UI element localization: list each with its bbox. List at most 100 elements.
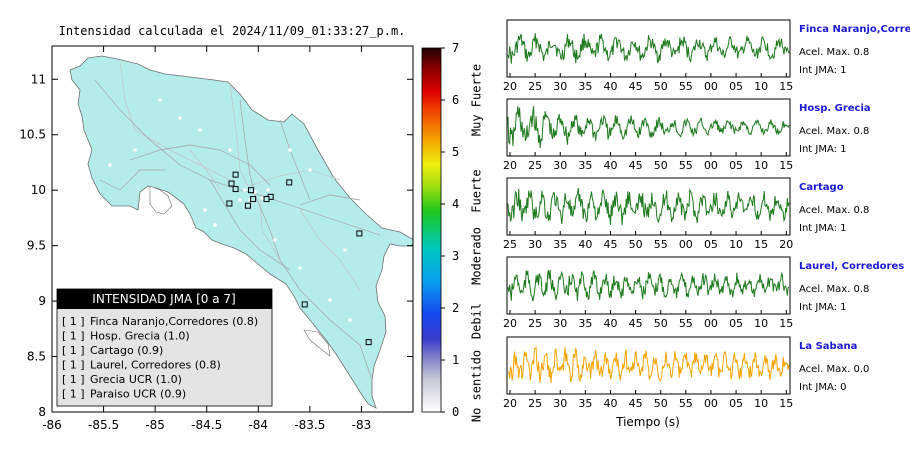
seismogram-tick-label: 00 bbox=[679, 238, 693, 251]
map-y-tick-label: 10.5 bbox=[19, 128, 46, 142]
colorbar-tick-label: 0 bbox=[452, 405, 459, 419]
seismogram-tick-label: 25 bbox=[528, 397, 542, 410]
seismogram-tick-label: 05 bbox=[729, 159, 743, 172]
seismogram-tick-label: 35 bbox=[578, 397, 592, 410]
legend-item-level: [ 1 ] bbox=[62, 373, 85, 386]
station-peak-accel: Acel. Max. 0.0 bbox=[799, 364, 869, 375]
seismogram-tick-label: 10 bbox=[754, 397, 768, 410]
nicoya-peninsula bbox=[149, 185, 331, 357]
station-marker bbox=[244, 202, 251, 209]
station-marker bbox=[248, 187, 255, 194]
station-markers bbox=[226, 171, 372, 346]
seismogram-tick-label: 30 bbox=[553, 159, 567, 172]
seismogram-tick-label: 10 bbox=[754, 159, 768, 172]
seismogram-tick-label: 05 bbox=[729, 80, 743, 93]
legend-items: [ 1 ] Finca Naranjo,Corredores (0.8) [ 1 ]… bbox=[62, 315, 258, 401]
seismogram-tick-label: 10 bbox=[754, 80, 768, 93]
colorbar-class-label: Debil bbox=[470, 303, 484, 339]
map-y-tick-label: 8 bbox=[38, 405, 46, 419]
seismogram-trace bbox=[507, 269, 790, 302]
station-jma-intensity: Int JMA: 1 bbox=[799, 65, 847, 76]
seismogram-tick-label: 25 bbox=[528, 159, 542, 172]
seismogram-tick-label: 35 bbox=[578, 80, 592, 93]
seismogram-tick-label: 20 bbox=[503, 80, 517, 93]
intensity-colorbar: 0 1 2 3 4 5 6 7 No sentido Debil Moderado Fuerte Mu… bbox=[421, 41, 484, 422]
map-y-axis: 11 10.5 10 9.5 9 8.5 8 bbox=[19, 72, 413, 419]
colorbar-tick-label: 1 bbox=[452, 353, 459, 367]
map-y-tick-label: 9 bbox=[38, 294, 46, 308]
seismogram-tick-label: 45 bbox=[629, 317, 643, 330]
provincial-borders bbox=[119, 61, 361, 291]
colorbar-ticks: 0 1 2 3 4 5 6 7 bbox=[441, 41, 459, 419]
station-jma-intensity: Int JMA: 0 bbox=[799, 382, 847, 393]
seismogram-tick-label: 35 bbox=[553, 238, 567, 251]
station-name: Finca Naranjo,Corredor bbox=[799, 24, 910, 35]
seismogram-panel: 20 25 30 35 40 45 50 55 00 05 10 15 La Sabana Acel. M… bbox=[503, 336, 869, 410]
seismogram-panel: 20 25 30 35 40 45 50 55 00 05 10 15 Finca Naranjo,Co… bbox=[503, 19, 910, 93]
seismogram-tick-label: 05 bbox=[729, 317, 743, 330]
seismogram-tick-label: 45 bbox=[629, 159, 643, 172]
colorbar-class-label: Fuerte bbox=[470, 169, 484, 212]
seismogram-tick-label: 15 bbox=[779, 317, 793, 330]
colorbar-class-label: Moderado bbox=[470, 227, 484, 285]
seismogram-tick-label: 20 bbox=[503, 397, 517, 410]
seismogram-tick-label: 15 bbox=[779, 159, 793, 172]
map-y-tick-label: 8.5 bbox=[27, 350, 46, 364]
seismogram-tick-label: 20 bbox=[503, 317, 517, 330]
map-x-tick-label: -85 bbox=[145, 418, 165, 432]
station-name: La Sabana bbox=[799, 341, 857, 352]
map-x-tick-label: -83 bbox=[352, 418, 372, 432]
legend-header bbox=[57, 289, 272, 309]
station-name: Cartago bbox=[799, 182, 844, 193]
station-peak-accel: Acel. Max. 0.8 bbox=[799, 47, 869, 58]
colorbar-tick-label: 4 bbox=[452, 197, 459, 211]
station-peak-accel: Acel. Max. 0.8 bbox=[799, 205, 869, 216]
seismogram-tick-label: 00 bbox=[704, 80, 718, 93]
seismogram-tick-label: 55 bbox=[679, 397, 693, 410]
seismogram-tick-label: 05 bbox=[729, 397, 743, 410]
seismogram-tick-label: 15 bbox=[754, 238, 768, 251]
seismogram-tick-label: 40 bbox=[603, 80, 617, 93]
seismogram-panel: 20 25 30 35 40 45 50 55 00 05 10 15 Hosp. Grecia Acel… bbox=[503, 98, 871, 172]
map-frame bbox=[51, 45, 414, 413]
seismogram-tick-label: 55 bbox=[679, 317, 693, 330]
legend-item-level: [ 1 ] bbox=[62, 330, 85, 343]
station-marker bbox=[232, 171, 239, 178]
seismogram-tick-label: 55 bbox=[679, 80, 693, 93]
station-marker bbox=[356, 230, 363, 237]
seismogram-tick-label: 50 bbox=[654, 159, 668, 172]
seismogram-tick-label: 35 bbox=[578, 317, 592, 330]
seismogram-tick-label: 00 bbox=[704, 397, 718, 410]
seismogram-tick-label: 30 bbox=[553, 80, 567, 93]
seismogram-tick-label: 10 bbox=[729, 238, 743, 251]
colorbar-tick-label: 2 bbox=[452, 301, 459, 315]
seismogram-panels: 20 25 30 35 40 45 50 55 00 05 10 15 Finca Naranjo,Co… bbox=[503, 19, 910, 410]
seismogram-xlabel: Tiempo (s) bbox=[615, 415, 680, 429]
legend-item-level: [ 1 ] bbox=[62, 344, 85, 357]
colorbar-tick-label: 6 bbox=[452, 93, 459, 107]
seismogram-tick-label: 30 bbox=[528, 238, 542, 251]
seismogram-panel: 25 30 35 40 45 50 55 00 05 10 15 20 Cartago Acel. Max… bbox=[503, 177, 869, 251]
station-marker bbox=[228, 180, 235, 187]
seismogram-tick-label: 15 bbox=[779, 80, 793, 93]
station-marker bbox=[250, 196, 257, 203]
seismogram-tick-label: 40 bbox=[603, 397, 617, 410]
seismogram-trace bbox=[507, 106, 790, 149]
station-name: Laurel, Corredores bbox=[799, 261, 904, 272]
seismogram-tick-label: 25 bbox=[528, 80, 542, 93]
colorbar-scale bbox=[421, 47, 442, 413]
seismogram-trace bbox=[507, 346, 790, 384]
seismogram-trace bbox=[507, 187, 790, 226]
seismogram-trace bbox=[507, 33, 790, 64]
intensity-legend: INTENSIDAD JMA [0 a 7] [ 1 ] Finca Naranj… bbox=[56, 288, 273, 407]
legend-item-label: Laurel, Corredores (0.8) bbox=[90, 359, 221, 372]
map-x-tick-label: -85.5 bbox=[88, 418, 119, 432]
station-name: Hosp. Grecia bbox=[799, 103, 871, 114]
seismogram-tick-label: 55 bbox=[679, 159, 693, 172]
colorbar-tick-label: 5 bbox=[452, 145, 459, 159]
station-jma-intensity: Int JMA: 1 bbox=[799, 302, 847, 313]
station-marker bbox=[263, 196, 270, 203]
map-x-tick-label: -83.5 bbox=[294, 418, 325, 432]
legend-item-level: [ 1 ] bbox=[62, 359, 85, 372]
